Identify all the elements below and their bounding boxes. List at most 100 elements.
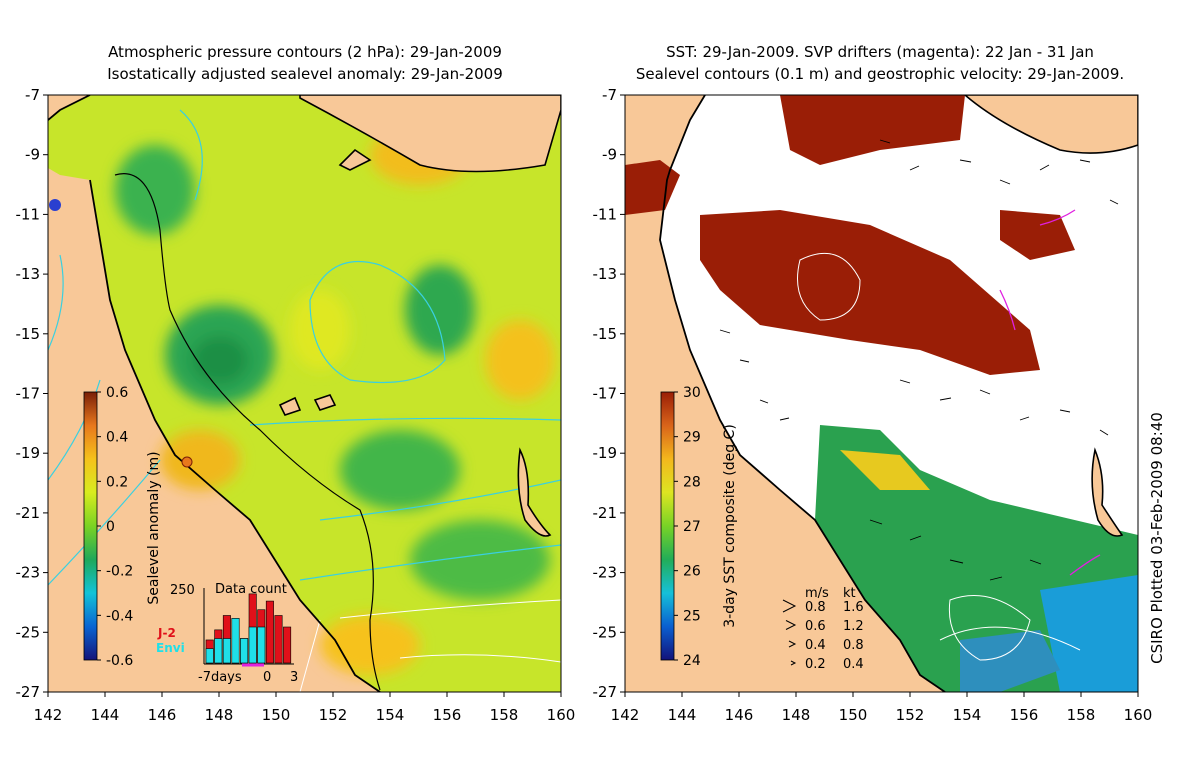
- right-x-axis: 142 144 146 148 150 152 154 156 158 160: [611, 692, 1153, 724]
- y-tick-label: -27: [593, 683, 618, 701]
- left-colorbar-ticks: 0.6 0.4 0.2 0 -0.2 -0.4 -0.6: [97, 385, 133, 669]
- anomaly-high-east: [485, 320, 555, 400]
- credit-text: CSIRO Plotted 03-Feb-2009 08:40: [1148, 412, 1166, 664]
- anomaly-low-south: [410, 520, 550, 600]
- colorbar-tick-label: 0.4: [106, 430, 128, 446]
- count-bar-j2: [283, 626, 292, 664]
- anomaly-low-core: [192, 336, 248, 384]
- x-tick-label: 156: [1010, 706, 1039, 724]
- sealevel-contour: [939, 626, 1081, 651]
- x-tick-label: 152: [319, 706, 348, 724]
- right-sealevel-contours: [797, 252, 1081, 661]
- sst-cool-eddy: [960, 630, 1060, 692]
- y-tick-label: -25: [16, 623, 41, 641]
- anomaly-low-east: [405, 265, 475, 355]
- left-anomaly-field: [115, 125, 555, 675]
- anomaly-high-coast: [160, 430, 240, 490]
- count-bar-envi: [214, 638, 223, 664]
- island-small: [278, 396, 302, 416]
- left-pressure-contours: [48, 109, 561, 586]
- x-tick-label: 144: [668, 706, 697, 724]
- x-tick-label: 146: [148, 706, 177, 724]
- left-white-contours: [299, 599, 561, 692]
- sealevel-contour: [797, 252, 861, 321]
- y-tick-label: -9: [25, 146, 40, 164]
- y-tick-label: -17: [593, 385, 618, 403]
- x-tick-label: 146: [725, 706, 754, 724]
- count-bar-envi: [231, 618, 240, 664]
- velocity-legend: m/s kt 0.8 1.6 0.6 1.2 0.4 0.8 0.2 0.4: [782, 586, 864, 672]
- drifter-track: [999, 289, 1016, 331]
- velocity-arrow-set: [719, 139, 1119, 581]
- x-tick-label: 150: [262, 706, 291, 724]
- velocity-arrow-icon: [782, 599, 797, 613]
- colorbar-tick-label: 24: [683, 653, 701, 669]
- velocity-kt: 1.2: [843, 619, 864, 634]
- right-islands: [963, 95, 1138, 537]
- island-new-caledonia: [1091, 447, 1124, 537]
- white-contour: [339, 599, 561, 619]
- colorbar-tick-label: -0.2: [106, 564, 133, 580]
- count-bar-envi: [248, 626, 257, 664]
- y-tick-label: -11: [16, 205, 41, 223]
- station-marker-coast: [181, 456, 193, 468]
- pressure-contour: [48, 254, 64, 351]
- left-coastline: [48, 95, 381, 692]
- sst-warm-east: [1000, 210, 1075, 260]
- x-tick-label: 158: [1067, 706, 1096, 724]
- data-count-inset: Data count 250 -7days 0 3 J-2 Envi: [156, 582, 298, 685]
- velocity-kt: 0.4: [843, 657, 864, 672]
- legend-j2: J-2: [157, 626, 176, 640]
- right-title-line1: SST: 29-Jan-2009. SVP drifters (magenta)…: [666, 43, 1094, 61]
- left-islands: [278, 95, 561, 537]
- x-tick-label: 160: [1124, 706, 1153, 724]
- pressure-contour: [179, 109, 203, 201]
- x-tick-label: 150: [839, 706, 868, 724]
- colorbar-tick-label: 0.6: [106, 385, 128, 401]
- right-colorbar-ticks: 30 29 28 27 26 25 24: [674, 385, 701, 669]
- left-colorbar-bar: [83, 391, 98, 661]
- left-x-axis: 142 144 146 148 150 152 154 156 158 160: [34, 692, 575, 724]
- y-tick-label: -13: [16, 265, 41, 283]
- data-count-xlabel-zero: 0: [263, 670, 271, 685]
- left-colorbar: 0.6 0.4 0.2 0 -0.2 -0.4 -0.6 Sealevel anomaly …: [83, 385, 162, 669]
- sealevel-contour: [948, 595, 1031, 661]
- velocity-header-kt: kt: [843, 586, 856, 601]
- drifter-track: [1039, 209, 1076, 226]
- data-count-xlabel-start: -7days: [198, 670, 242, 685]
- legend-envi: Envi: [156, 641, 185, 655]
- x-tick-label: 154: [953, 706, 982, 724]
- velocity-arrow-icon: [790, 660, 797, 666]
- y-tick-label: -19: [16, 444, 41, 462]
- right-colorbar: 30 29 28 27 26 25 24 3-day SST composite (deg …: [660, 385, 738, 669]
- velocity-kt: 0.8: [843, 638, 864, 653]
- velocity-ms: 0.6: [805, 619, 826, 634]
- right-colorbar-label: 3-day SST composite (deg C): [722, 424, 738, 628]
- right-coastline: [659, 95, 946, 692]
- right-svp-drifters: [999, 209, 1101, 576]
- y-tick-label: -15: [16, 325, 41, 343]
- sst-warm-north: [780, 95, 965, 165]
- x-tick-label: 148: [782, 706, 811, 724]
- sst-mid-patch: [840, 450, 930, 490]
- right-land: [625, 95, 945, 692]
- y-tick-label: -21: [16, 504, 41, 522]
- pressure-contour: [299, 544, 561, 581]
- x-tick-label: 158: [490, 706, 519, 724]
- velocity-ms: 0.2: [805, 657, 826, 672]
- colorbar-tick-label: 25: [683, 608, 701, 624]
- colorbar-tick-label: 28: [683, 474, 701, 490]
- y-tick-label: -21: [593, 504, 618, 522]
- y-tick-label: -17: [16, 385, 41, 403]
- right-map: [624, 94, 1139, 693]
- island-new-guinea: [963, 95, 1138, 154]
- right-colorbar-bar: [660, 391, 675, 661]
- x-tick-label: 142: [34, 706, 63, 724]
- pressure-contour: [319, 479, 561, 521]
- y-tick-label: -7: [602, 86, 617, 104]
- pressure-contour: [48, 459, 161, 586]
- y-tick-label: -23: [593, 564, 618, 582]
- x-tick-label: 156: [433, 706, 462, 724]
- colorbar-tick-label: 27: [683, 519, 701, 535]
